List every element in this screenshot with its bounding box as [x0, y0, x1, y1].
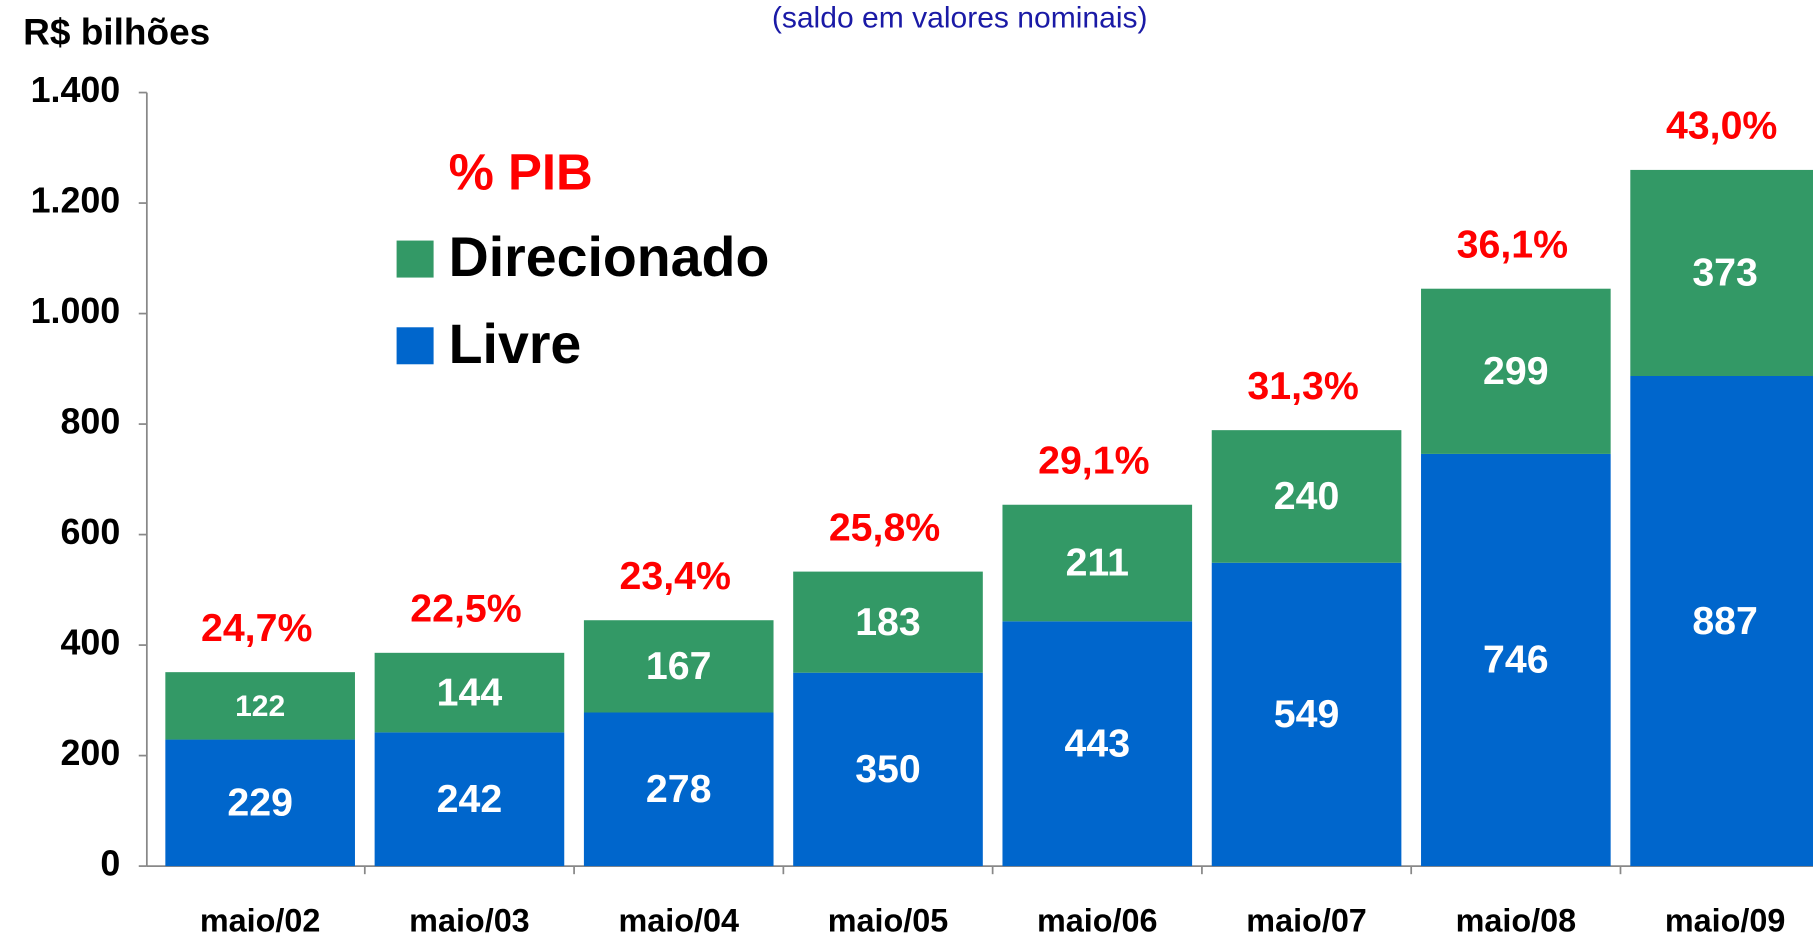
x-tick-label: maio/04	[618, 902, 739, 938]
bar-segment	[793, 672, 983, 867]
segment-label: 299	[1483, 349, 1549, 393]
y-tick-label: 800	[60, 402, 120, 442]
segment-label: 211	[1066, 541, 1129, 585]
y-tick-label: 1.200	[31, 181, 121, 221]
segment-label: 183	[855, 600, 921, 644]
segment-label: 746	[1483, 638, 1549, 682]
bar-segment	[1630, 376, 1813, 867]
x-tick-label: maio/05	[828, 902, 949, 938]
pib-label: 36,1%	[1457, 222, 1568, 266]
pib-label: 25,8%	[829, 505, 940, 549]
bar-segment	[374, 732, 565, 867]
y-tick-label: 1.000	[31, 291, 121, 331]
legend-label: Livre	[449, 313, 582, 375]
x-tick-label: maio/09	[1665, 902, 1786, 938]
pib-label: 22,5%	[410, 587, 521, 631]
x-tick-label: maio/03	[409, 902, 530, 938]
x-tick-label: maio/02	[200, 902, 321, 938]
bar-segment	[1421, 453, 1611, 867]
pib-label: 29,1%	[1038, 439, 1149, 483]
segment-label: 242	[437, 777, 503, 821]
segment-label: 443	[1064, 721, 1130, 765]
y-tick-label: 0	[100, 844, 120, 884]
segment-label: 278	[646, 767, 712, 811]
segment-label: 229	[227, 781, 293, 825]
pib-label: 43,0%	[1666, 104, 1777, 148]
y-tick-label: 200	[60, 733, 120, 773]
y-tick-label: 400	[60, 623, 120, 663]
bar-segment	[165, 672, 355, 740]
bar-segment	[583, 620, 774, 713]
bar-segment	[793, 571, 983, 673]
x-tick-label: maio/06	[1037, 902, 1158, 938]
segment-label: 122	[235, 690, 285, 723]
segment-label: 549	[1274, 692, 1340, 736]
legend-label: Direcionado	[449, 226, 770, 288]
bar-segment	[1211, 430, 1402, 563]
x-tick-label: maio/08	[1456, 902, 1577, 938]
bar-segment	[165, 739, 355, 867]
y-axis-label: R$ bilhões	[23, 12, 210, 53]
pib-label: 23,4%	[620, 554, 731, 598]
segment-label: 887	[1692, 599, 1758, 643]
legend-title: % PIB	[449, 143, 593, 200]
segment-label: 373	[1692, 251, 1758, 295]
bar-segment	[1421, 288, 1611, 454]
bar-segment	[1211, 562, 1402, 867]
y-tick-label: 600	[60, 512, 120, 552]
segment-label: 167	[646, 644, 712, 688]
segment-label: 350	[855, 747, 921, 791]
bar-segment	[583, 712, 774, 867]
bar-segment	[1002, 621, 1193, 867]
y-tick-label: 1.400	[31, 70, 121, 110]
x-tick-label: maio/07	[1246, 902, 1367, 938]
bar-segment	[1002, 504, 1193, 622]
subtitle: (saldo em valores nominais)	[772, 2, 1148, 35]
pib-label: 24,7%	[201, 606, 312, 650]
bar-segment	[374, 652, 565, 733]
legend-swatch	[396, 327, 434, 365]
segment-label: 144	[437, 670, 503, 714]
pib-label: 31,3%	[1247, 364, 1358, 408]
legend-swatch	[396, 240, 434, 278]
bar-segment	[1630, 169, 1813, 377]
segment-label: 240	[1274, 474, 1340, 518]
